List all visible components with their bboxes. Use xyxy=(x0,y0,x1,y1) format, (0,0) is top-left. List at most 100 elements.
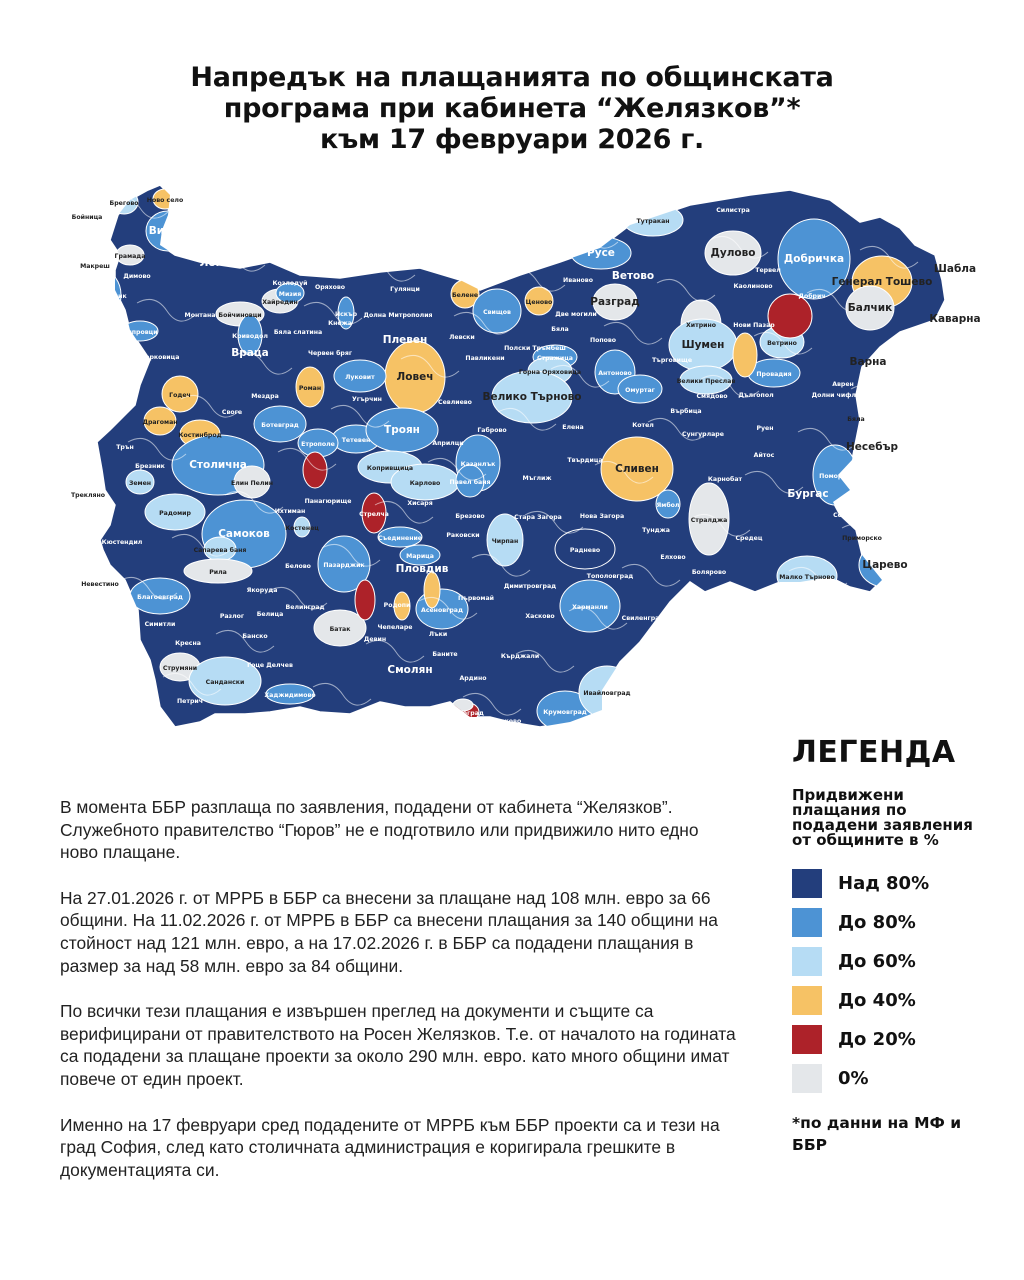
municipality-region xyxy=(377,526,423,548)
municipality-label: Козлодуй xyxy=(272,279,307,287)
municipality-region xyxy=(732,332,758,378)
municipal-border xyxy=(162,672,222,696)
municipality-label: Благоевград xyxy=(137,594,183,601)
municipality-label: Бяла xyxy=(551,326,568,333)
municipal-border xyxy=(497,407,557,431)
municipality-label: Кирково xyxy=(491,718,521,725)
municipality-label: Искър xyxy=(335,311,358,318)
paragraph-4: Именно на 17 февруари сред подадените от… xyxy=(60,1114,720,1180)
municipality-label: Петрич xyxy=(177,698,203,705)
municipality-label: Берковица xyxy=(141,354,180,361)
municipality-label: Тетевен xyxy=(342,437,371,444)
municipality-label: Панагюрище xyxy=(305,498,352,505)
municipality-label: Сапарева баня xyxy=(194,546,247,554)
municipality-label: Якоруда xyxy=(247,587,278,594)
municipality-label: Златоград xyxy=(446,710,484,717)
municipality-label: Смолян xyxy=(387,664,432,676)
municipality-label: Ценово xyxy=(526,299,553,306)
municipality-label: Ветово xyxy=(612,270,654,282)
municipal-border xyxy=(815,669,875,693)
municipality-label: Ново село xyxy=(147,197,183,204)
municipal-border xyxy=(224,490,284,514)
municipality-label: Твърдица xyxy=(567,457,602,464)
municipality-label: Димово xyxy=(123,273,150,280)
municipality-label: Елин Пелин xyxy=(231,480,273,487)
legend-item: До 60% xyxy=(792,942,992,981)
municipality-label: Хаджидимово xyxy=(264,692,315,699)
municipality-label: Аврен xyxy=(832,381,854,388)
municipality-label: Казанлък xyxy=(461,461,496,468)
municipality-region xyxy=(317,535,371,593)
municipality-region xyxy=(393,591,411,621)
municipality-label: Смядово xyxy=(697,393,728,400)
municipality-label: Бяла xyxy=(847,416,864,423)
municipality-label: Върбица xyxy=(670,407,701,415)
municipal-border xyxy=(471,553,531,577)
municipal-border xyxy=(718,616,778,640)
municipality-label: Костинброд xyxy=(178,431,221,439)
municipality-label: Бяла слатина xyxy=(274,329,322,336)
municipality-label: Горна Оряховица xyxy=(519,369,581,376)
municipality-label: Добрич xyxy=(798,292,825,300)
legend-label: До 40% xyxy=(838,990,916,1011)
municipality-region xyxy=(188,656,262,706)
municipality-label: Гоце Делчев xyxy=(247,662,293,669)
municipality-label: Сливен xyxy=(615,463,659,475)
municipality-label: Тополовград xyxy=(587,573,634,580)
municipality-label: Омуртаг xyxy=(625,387,656,394)
municipality-label: Стралджа xyxy=(691,517,728,524)
municipality-label: Търговище xyxy=(652,357,692,364)
municipality-label: Годеч xyxy=(169,392,191,399)
municipality-label: Каварна xyxy=(929,313,980,325)
municipality-region xyxy=(554,528,616,570)
municipality-region xyxy=(777,218,851,300)
municipal-border xyxy=(453,311,513,335)
municipality-region xyxy=(423,571,441,609)
municipality-region xyxy=(275,282,305,304)
municipality-label: Тервел xyxy=(755,267,781,274)
municipality-label: Първомай xyxy=(458,594,494,602)
municipality-label: Костенец xyxy=(285,525,319,532)
municipality-region xyxy=(617,374,663,404)
municipal-border xyxy=(118,576,178,600)
municipality-label: Павликени xyxy=(465,355,504,362)
municipality-label: Поморие xyxy=(819,473,851,480)
municipality-label: Антоново xyxy=(598,370,632,377)
municipality-label: Стрелча xyxy=(359,511,389,518)
municipality-label: Айтос xyxy=(754,451,775,459)
municipality-label: Асеновград xyxy=(421,607,463,614)
municipal-border xyxy=(621,563,681,587)
municipality-region xyxy=(337,296,355,330)
title-line-1: Напредък на плащанията по общинската xyxy=(190,62,834,93)
municipality-label: Болярово xyxy=(692,569,726,576)
municipality-region xyxy=(333,359,387,393)
explanation-text: В момента ББР разплаща по заявления, под… xyxy=(60,796,740,1204)
municipality-label: Провадия xyxy=(756,371,791,378)
legend-label: Над 80% xyxy=(838,873,930,894)
legend-label: До 60% xyxy=(838,951,916,972)
municipality-label: Кнежа xyxy=(328,320,352,327)
legend-item: До 40% xyxy=(792,981,992,1020)
municipality-region xyxy=(265,683,315,705)
municipality-label: Раковски xyxy=(446,532,479,539)
municipality-label: Криводол xyxy=(232,333,268,340)
municipality-region xyxy=(125,469,155,495)
municipality-label: Чипровци xyxy=(122,329,157,336)
legend-subtitle: Придвижени плащания по подадени заявлени… xyxy=(792,786,973,849)
paragraph-3: По всички тези плащания е извършен прегл… xyxy=(60,1001,736,1089)
municipality-label: Генерал Тошево xyxy=(832,276,933,288)
municipality-region xyxy=(144,493,206,531)
municipality-label: Карнобат xyxy=(708,475,743,483)
municipal-border xyxy=(136,298,196,322)
municipality-label: Земен xyxy=(129,480,151,487)
municipal-border xyxy=(418,596,478,620)
municipal-border xyxy=(753,331,813,355)
paragraph-1: В момента ББР разплаща по заявления, под… xyxy=(60,797,699,863)
municipal-border xyxy=(594,460,654,484)
legend-swatch xyxy=(792,1025,822,1054)
municipality-label: Харманли xyxy=(572,604,608,611)
municipality-label: Брезник xyxy=(135,463,166,470)
municipality-label: Невестино xyxy=(81,581,119,588)
municipality-label: Елена xyxy=(562,424,583,431)
municipality-label: Две могили xyxy=(555,311,597,318)
